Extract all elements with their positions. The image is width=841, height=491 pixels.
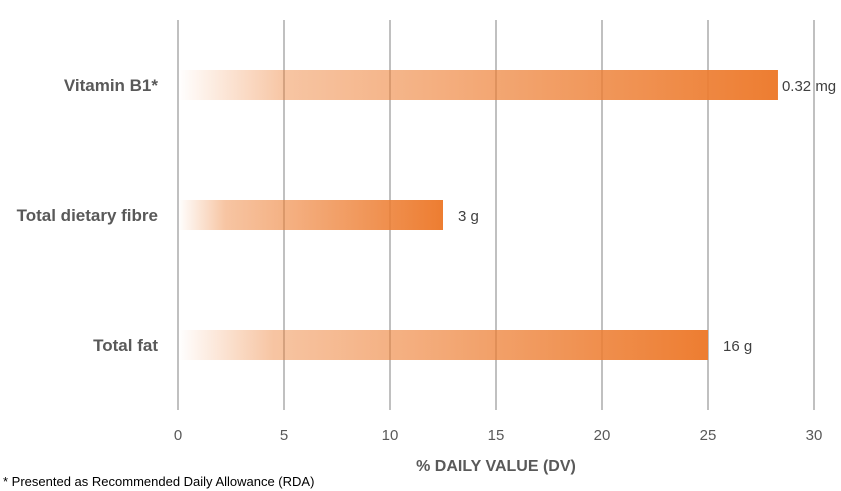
data-labels: 0.32 mg 3 g 16 g xyxy=(458,78,836,355)
x-tick-label: 30 xyxy=(806,427,823,444)
category-label: Total dietary fibre xyxy=(17,206,158,225)
x-tick-label: 15 xyxy=(488,427,505,444)
category-label: Total fat xyxy=(93,336,158,355)
data-label: 0.32 mg xyxy=(782,78,836,95)
category-labels: Vitamin B1* Total dietary fibre Total fat xyxy=(17,76,159,355)
x-tick-label: 20 xyxy=(594,427,611,444)
data-label: 3 g xyxy=(458,208,479,225)
bar xyxy=(178,330,708,360)
x-axis-title: % DAILY VALUE (DV) xyxy=(416,458,576,475)
bar xyxy=(178,200,443,230)
footnote: * Presented as Recommended Daily Allowan… xyxy=(3,474,315,489)
x-tick-label: 0 xyxy=(174,427,182,444)
data-label: 16 g xyxy=(723,338,752,355)
x-tick-label: 25 xyxy=(700,427,717,444)
bars xyxy=(178,70,778,360)
x-tick-label: 10 xyxy=(382,427,399,444)
bar xyxy=(178,70,778,100)
x-tick-labels: 0 5 10 15 20 25 30 xyxy=(174,427,823,444)
x-tick-label: 5 xyxy=(280,427,288,444)
category-label: Vitamin B1* xyxy=(64,76,159,95)
